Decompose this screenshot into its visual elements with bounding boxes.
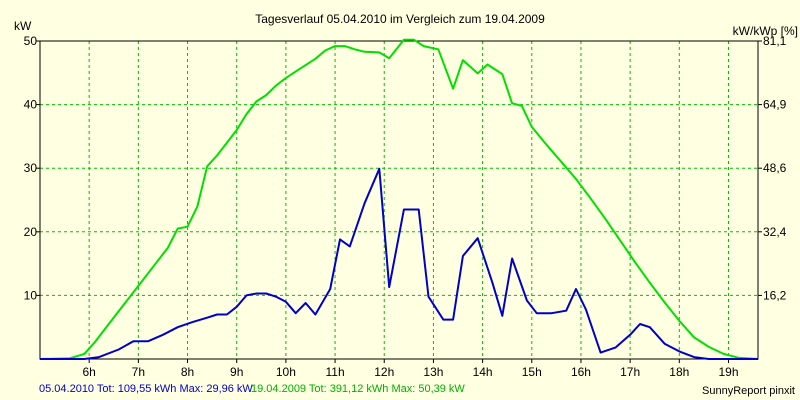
y-tick-label-left: 10 — [24, 288, 38, 302]
y-tick-label-right: 81,1 — [763, 34, 787, 48]
x-tick-label: 17h — [620, 365, 640, 379]
y-tick-label-right: 64,9 — [763, 98, 787, 112]
y-tick-label-left: 50 — [24, 34, 38, 48]
series-2010-line — [40, 167, 758, 360]
series-layer — [39, 38, 759, 360]
left-axis-label: kW — [14, 19, 32, 33]
x-tick-label: 18h — [669, 365, 689, 379]
series-2009-line — [39, 38, 759, 360]
credit-text: SunnyReport pinxit — [702, 385, 795, 397]
y-tick-label-right: 32,4 — [763, 225, 787, 239]
legend-series-2010: 05.04.2010 Tot: 109,55 kWh Max: 29,96 kW — [39, 383, 253, 395]
plot-frame — [39, 40, 759, 360]
x-tick-label: 16h — [571, 365, 591, 379]
legend-series-2009: 19.04.2009 Tot: 391,12 kWh Max: 50,39 kW — [251, 383, 465, 395]
x-tick-label: 15h — [522, 365, 542, 379]
right-axis-label: kW/kWp [%] — [733, 24, 798, 38]
chart-title: Tagesverlauf 05.04.2010 im Vergleich zum… — [255, 12, 545, 26]
x-tick-label: 11h — [325, 365, 344, 379]
x-tick-label: 12h — [374, 365, 394, 379]
x-tick-label: 8h — [181, 365, 194, 379]
x-tick-label: 10h — [276, 365, 296, 379]
y-tick-label-left: 40 — [24, 98, 38, 112]
x-tick-label: 6h — [82, 365, 95, 379]
x-tick-label: 7h — [132, 365, 145, 379]
y-tick-label-left: 20 — [24, 225, 38, 239]
tick-labels: 6h 7h 8h 9h 10h 11h 12h 13h 14h 15h 16h 17h 18h 19h 10… — [24, 34, 787, 379]
x-tick-label: 14h — [473, 365, 493, 379]
grid — [40, 40, 758, 359]
y-tick-label-left: 30 — [24, 161, 38, 175]
x-tick-label: 13h — [423, 365, 443, 379]
y-tick-label-right: 48,6 — [763, 161, 787, 175]
y-tick-label-right: 16,2 — [763, 288, 787, 302]
x-tick-label: 19h — [718, 365, 738, 379]
x-tick-label: 9h — [230, 365, 243, 379]
